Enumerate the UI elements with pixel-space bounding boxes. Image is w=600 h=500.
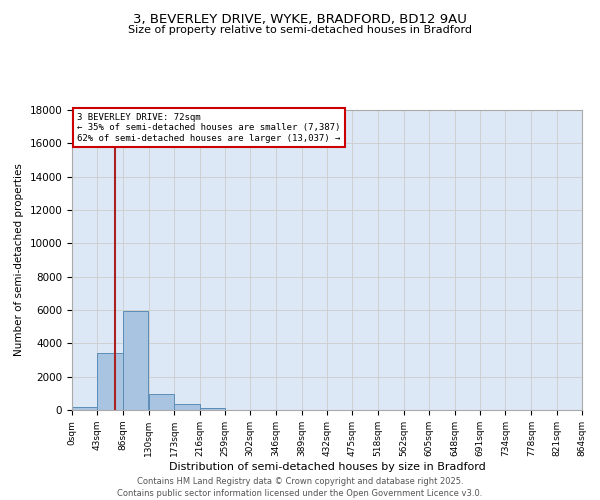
Y-axis label: Number of semi-detached properties: Number of semi-detached properties	[14, 164, 24, 356]
Bar	[97, 352, 123, 410]
Bar	[123, 311, 148, 410]
Text: Contains HM Land Registry data © Crown copyright and database right 2025.
Contai: Contains HM Land Registry data © Crown c…	[118, 476, 482, 498]
Bar	[199, 408, 225, 410]
Text: Size of property relative to semi-detached houses in Bradford: Size of property relative to semi-detach…	[128, 25, 472, 35]
Text: 3 BEVERLEY DRIVE: 72sqm
← 35% of semi-detached houses are smaller (7,387)
62% of: 3 BEVERLEY DRIVE: 72sqm ← 35% of semi-de…	[77, 113, 340, 143]
X-axis label: Distribution of semi-detached houses by size in Bradford: Distribution of semi-detached houses by …	[169, 462, 485, 471]
Bar	[174, 404, 199, 410]
Bar	[72, 406, 97, 410]
Text: 3, BEVERLEY DRIVE, WYKE, BRADFORD, BD12 9AU: 3, BEVERLEY DRIVE, WYKE, BRADFORD, BD12 …	[133, 12, 467, 26]
Bar	[149, 394, 174, 410]
